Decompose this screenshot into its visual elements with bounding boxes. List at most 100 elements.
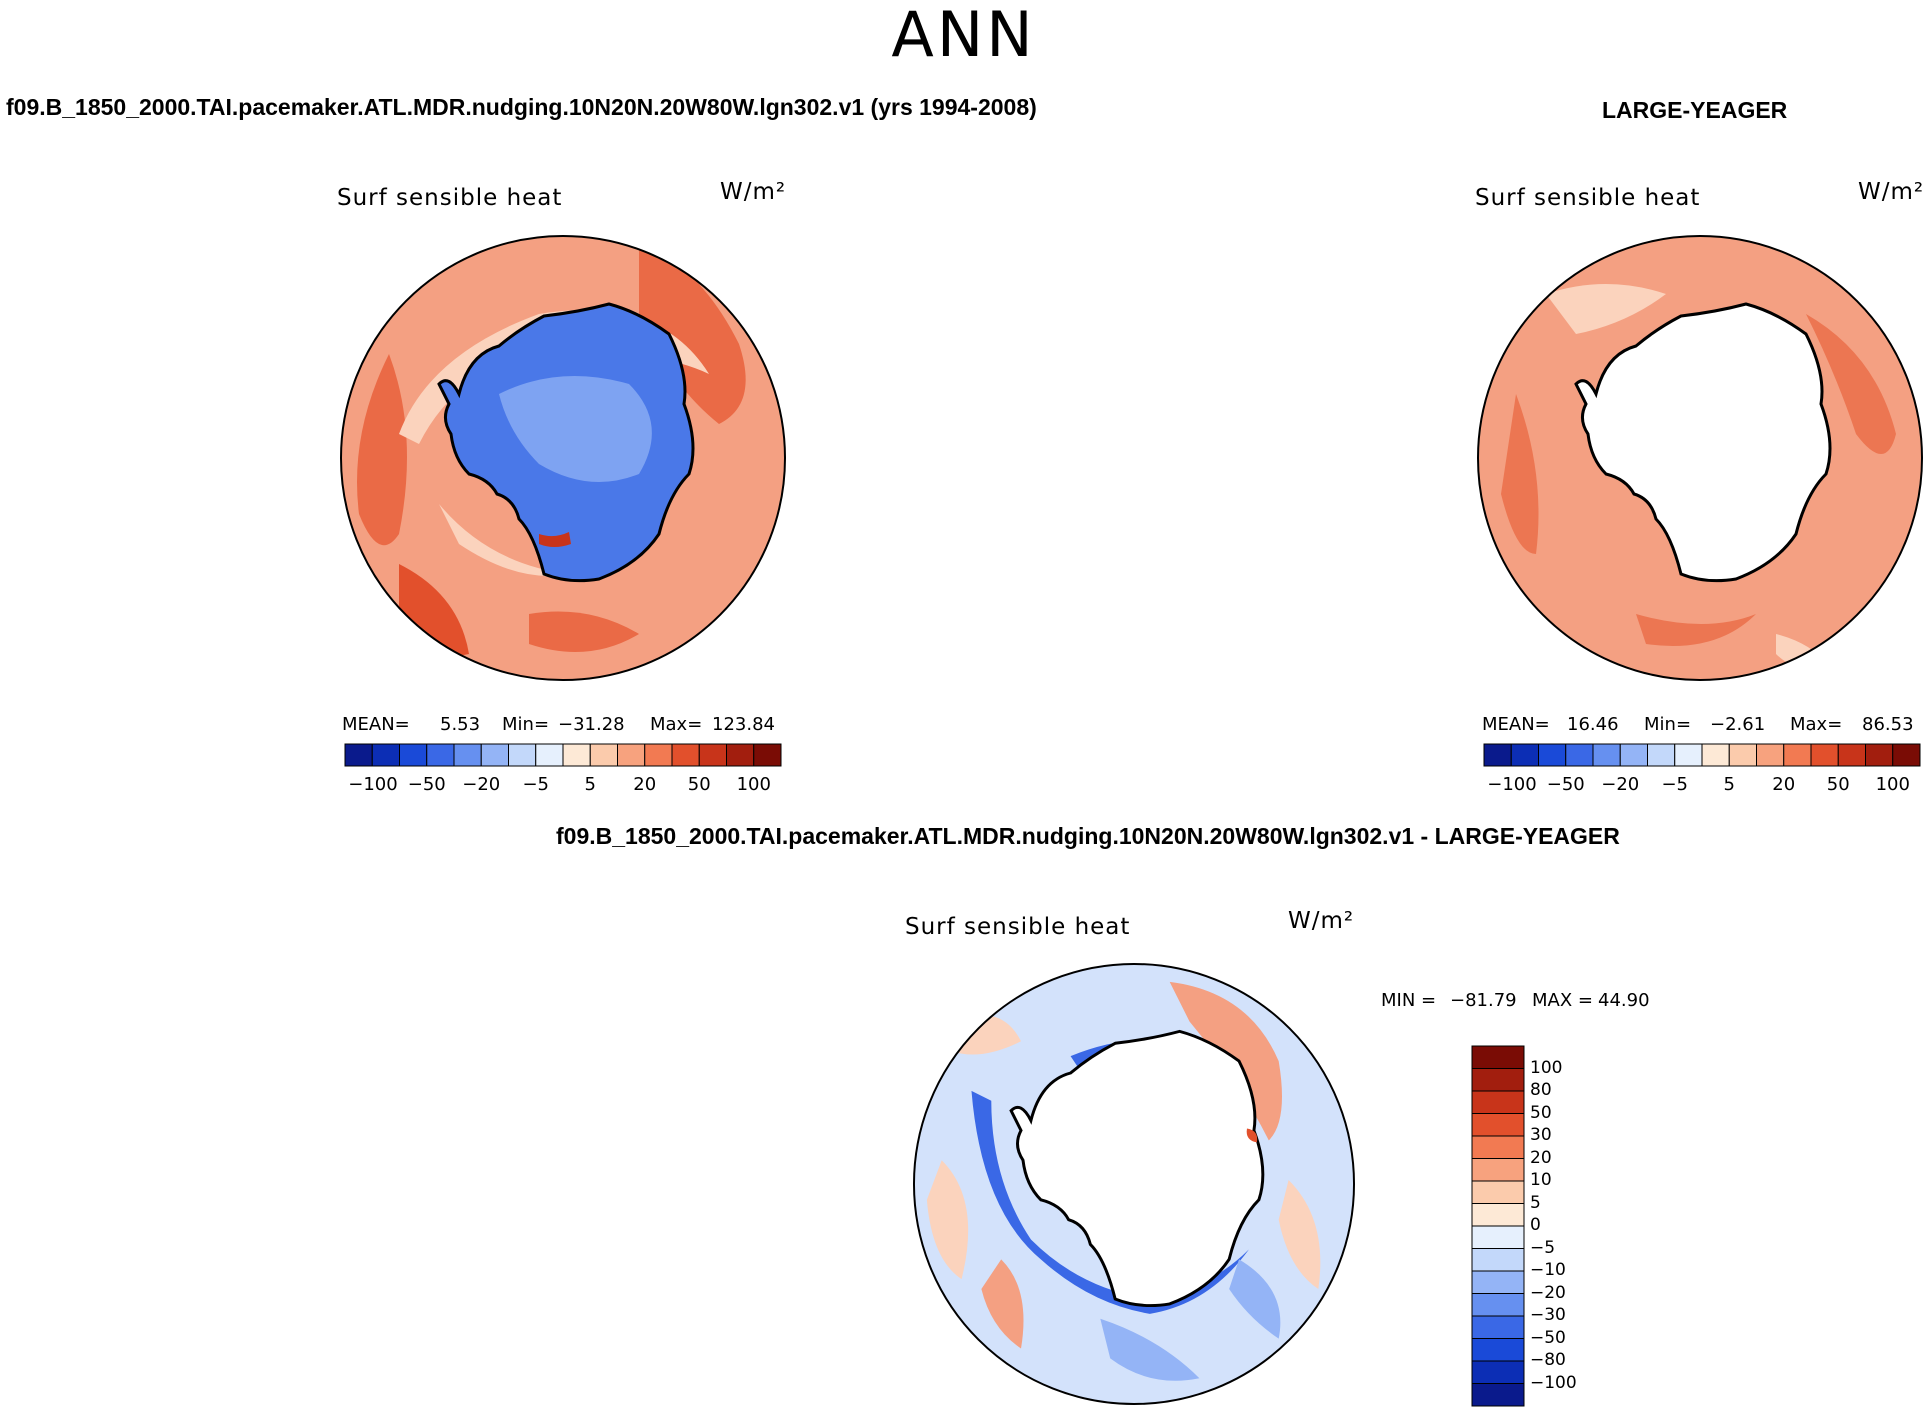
colorbar-swatch [1892, 743, 1921, 767]
colorbar-tick-label: 50 [1530, 1102, 1552, 1123]
colorbar-swatch [1837, 743, 1866, 767]
colorbar-tick-label: 5 [1530, 1192, 1541, 1213]
diff-cold-ring [971, 1090, 1249, 1314]
colorbar-swatch [1471, 1338, 1525, 1362]
colorbar-swatch [1471, 1225, 1525, 1249]
left-warm-patch-2 [357, 354, 407, 546]
right-colorbar [1483, 743, 1921, 767]
colorbar-tick-label: −50 [407, 774, 446, 795]
colorbar-swatch [1471, 1180, 1525, 1204]
left-colorbar-ticks: −100 −50 −20 −5 5 20 50 100 [345, 774, 781, 798]
right-warm-patch [1806, 314, 1896, 454]
right-map-border [1477, 235, 1923, 681]
diff-warm-patch-2 [926, 1160, 969, 1280]
diff-polar-map [912, 962, 1356, 1406]
left-max-value: 123.84 [712, 714, 775, 735]
colorbar-swatch [1471, 1045, 1525, 1069]
colorbar-swatch [453, 743, 482, 767]
left-max-label: Max= [650, 714, 703, 735]
right-mean-value: 16.46 [1567, 714, 1619, 735]
colorbar-tick-label: −10 [1530, 1260, 1566, 1280]
diff-map-border [912, 962, 1356, 1406]
colorbar-tick-label: −5 [1530, 1237, 1556, 1258]
colorbar-tick-label: −50 [1530, 1327, 1566, 1348]
colorbar-tick-label: −5 [522, 774, 550, 795]
left-antarctica-interior [499, 376, 652, 482]
right-case-title: LARGE-YEAGER [1602, 97, 1788, 123]
colorbar-swatch [1565, 743, 1594, 767]
right-colorbar-ticks: −100 −50 −20 −5 5 20 50 100 [1484, 774, 1920, 798]
left-map-border [340, 235, 786, 681]
left-mean-value: 5.53 [440, 714, 481, 735]
right-min-label: Min= [1644, 714, 1692, 735]
colorbar-tick-label: 5 [1723, 774, 1735, 795]
colorbar-swatch [726, 743, 755, 767]
diff-cool-patch [1100, 1318, 1200, 1381]
colorbar-tick-label: 80 [1530, 1080, 1552, 1100]
diff-plot-title: Surf sensible heat [905, 914, 1131, 940]
diff-case-title: f09.B_1850_2000.TAI.pacemaker.ATL.MDR.nu… [556, 823, 1620, 849]
colorbar-swatch [1471, 1248, 1525, 1272]
colorbar-swatch [1865, 743, 1894, 767]
colorbar-tick-label: −50 [1546, 774, 1585, 795]
colorbar-swatch [1471, 1360, 1525, 1384]
colorbar-tick-label: −30 [1530, 1305, 1566, 1325]
colorbar-swatch [426, 743, 455, 767]
right-warm-patch-3 [1636, 614, 1756, 646]
colorbar-swatch [1510, 743, 1539, 767]
colorbar-tick-label: 100 [736, 774, 771, 795]
colorbar-tick-label: 30 [1530, 1125, 1552, 1145]
colorbar-swatch [1756, 743, 1785, 767]
colorbar-swatch [617, 743, 646, 767]
figure-title: ANN [891, 0, 1036, 71]
right-light-patch [1546, 284, 1666, 334]
colorbar-swatch [589, 743, 618, 767]
colorbar-tick-label: 10 [1530, 1170, 1552, 1190]
colorbar-tick-label: 50 [1826, 774, 1850, 795]
colorbar-swatch [1728, 743, 1757, 767]
right-max-label: Max= [1790, 714, 1843, 735]
left-warm-patch [639, 244, 746, 424]
colorbar-swatch [562, 743, 591, 767]
left-min-label: Min= [502, 714, 550, 735]
diff-colorbar-ticks: 100 80 50 30 20 10 5 0 −5 −10 −20 −30 −50 −80 −100 [1530, 1046, 1590, 1406]
colorbar-swatch [1471, 1113, 1525, 1137]
colorbar-tick-label: 20 [1772, 774, 1796, 795]
colorbar-tick-label: −100 [1487, 774, 1537, 795]
colorbar-swatch [344, 743, 373, 767]
colorbar-tick-label: 100 [1530, 1057, 1563, 1078]
diff-colorbar [1471, 1045, 1525, 1407]
diff-max-value: 44.90 [1598, 990, 1650, 1011]
left-polar-map [340, 235, 786, 681]
colorbar-tick-label: −100 [1530, 1372, 1577, 1393]
colorbar-swatch [671, 743, 700, 767]
colorbar-tick-label: 50 [687, 774, 711, 795]
colorbar-swatch [508, 743, 537, 767]
colorbar-swatch [1471, 1158, 1525, 1182]
colorbar-swatch [1701, 743, 1730, 767]
colorbar-swatch [1471, 1090, 1525, 1114]
left-coast-hotspot [539, 532, 571, 547]
colorbar-swatch [1471, 1270, 1525, 1294]
colorbar-tick-label: −20 [1530, 1282, 1566, 1303]
left-case-title: f09.B_1850_2000.TAI.pacemaker.ATL.MDR.nu… [6, 94, 1037, 120]
colorbar-swatch [1674, 743, 1703, 767]
colorbar-tick-label: 100 [1875, 774, 1910, 795]
colorbar-tick-label: −20 [462, 774, 501, 795]
diff-units-label: W/m² [1288, 908, 1355, 934]
colorbar-swatch [644, 743, 673, 767]
colorbar-swatch [399, 743, 428, 767]
left-cool-ring-2 [439, 504, 569, 576]
right-max-value: 86.53 [1862, 714, 1914, 735]
colorbar-swatch [1783, 743, 1812, 767]
colorbar-swatch [1619, 743, 1648, 767]
colorbar-swatch [480, 743, 509, 767]
right-mean-label: MEAN= [1482, 714, 1550, 735]
diff-antarctica [1009, 1029, 1265, 1308]
colorbar-swatch [1471, 1068, 1525, 1092]
right-warm-patch-2 [1501, 394, 1539, 554]
diff-min-value: −81.79 [1450, 990, 1517, 1011]
left-plot-title: Surf sensible heat [337, 185, 563, 211]
diff-warm-patch-3 [981, 1259, 1024, 1349]
colorbar-swatch [1483, 743, 1512, 767]
